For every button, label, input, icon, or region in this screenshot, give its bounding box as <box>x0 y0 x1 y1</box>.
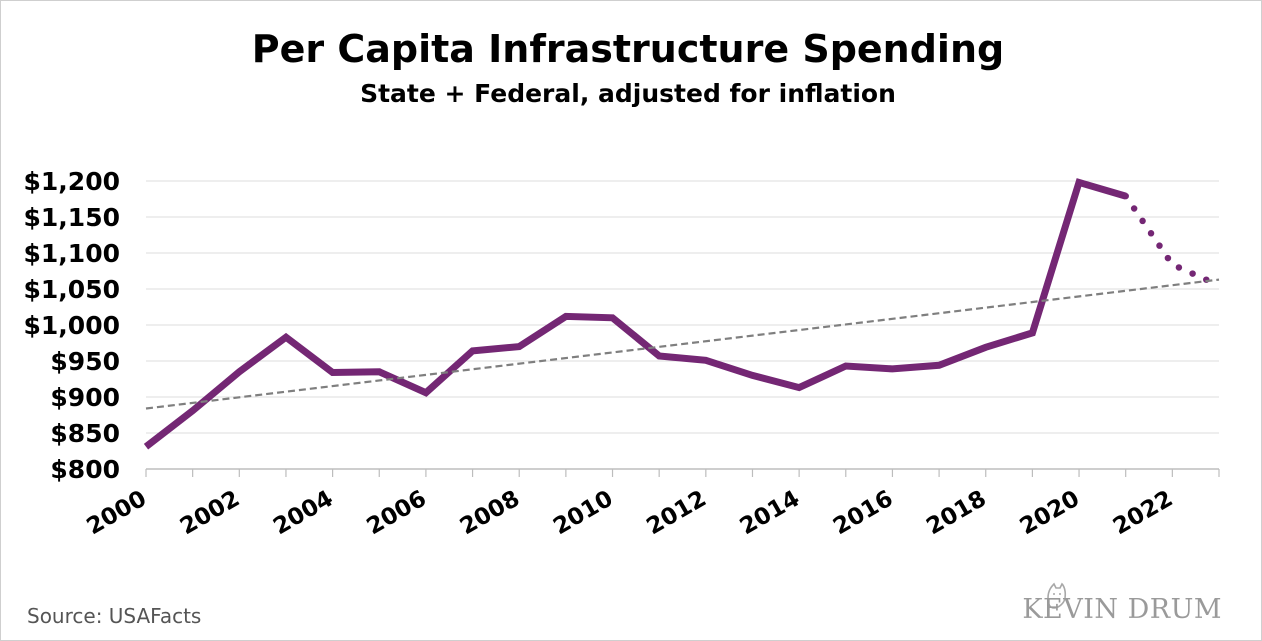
gridlines <box>146 180 1219 434</box>
y-tick-label: $1,150 <box>24 203 120 232</box>
trend-line <box>145 278 1220 410</box>
y-tick-label: $900 <box>50 383 120 412</box>
x-tick-label: 2014 <box>736 486 804 541</box>
x-tick-label: 2012 <box>642 486 710 541</box>
x-tick-label: 2018 <box>922 486 990 541</box>
x-tick-label: 2020 <box>1016 486 1084 541</box>
y-tick-label: $1,000 <box>24 311 120 340</box>
x-tick-label: 2008 <box>456 486 524 541</box>
cat-icon <box>1047 582 1067 609</box>
brand-name: KEVIN DRUM <box>1022 594 1222 625</box>
x-axis-ticks: 2000 2002 2004 2006 2008 2010 2012 2014 2016 2018… <box>83 486 1178 541</box>
x-tick-label: 2002 <box>176 486 244 541</box>
brand-logo: KEVIN DRUM <box>1022 582 1222 625</box>
y-tick-label: $1,100 <box>24 239 120 268</box>
chart-title: Per Capita Infrastructure Spending <box>252 27 1004 71</box>
y-tick-label: $1,200 <box>24 167 120 196</box>
y-tick-label: $800 <box>50 455 120 484</box>
series-line-projected <box>1122 192 1223 289</box>
x-tick-label: 2016 <box>829 486 897 541</box>
x-tick-label: 2022 <box>1109 486 1177 541</box>
axes <box>145 468 1220 477</box>
chart-subtitle: State + Federal, adjusted for inflation <box>360 79 896 108</box>
x-tick-label: 2004 <box>269 486 337 541</box>
series-lines <box>143 178 1223 450</box>
y-tick-label: $1,050 <box>24 275 120 304</box>
y-tick-label: $850 <box>50 419 120 448</box>
series-line-spending <box>143 178 1127 450</box>
x-tick-label: 2010 <box>549 486 617 541</box>
x-tick-label: 2000 <box>83 486 151 541</box>
y-tick-label: $950 <box>50 347 120 376</box>
source-note: Source: USAFacts <box>27 604 201 628</box>
x-tick-label: 2006 <box>362 486 430 541</box>
y-axis-ticks: $800 $850 $900 $950 $1,000 $1,050 $1,100 $1,150… <box>24 167 120 484</box>
